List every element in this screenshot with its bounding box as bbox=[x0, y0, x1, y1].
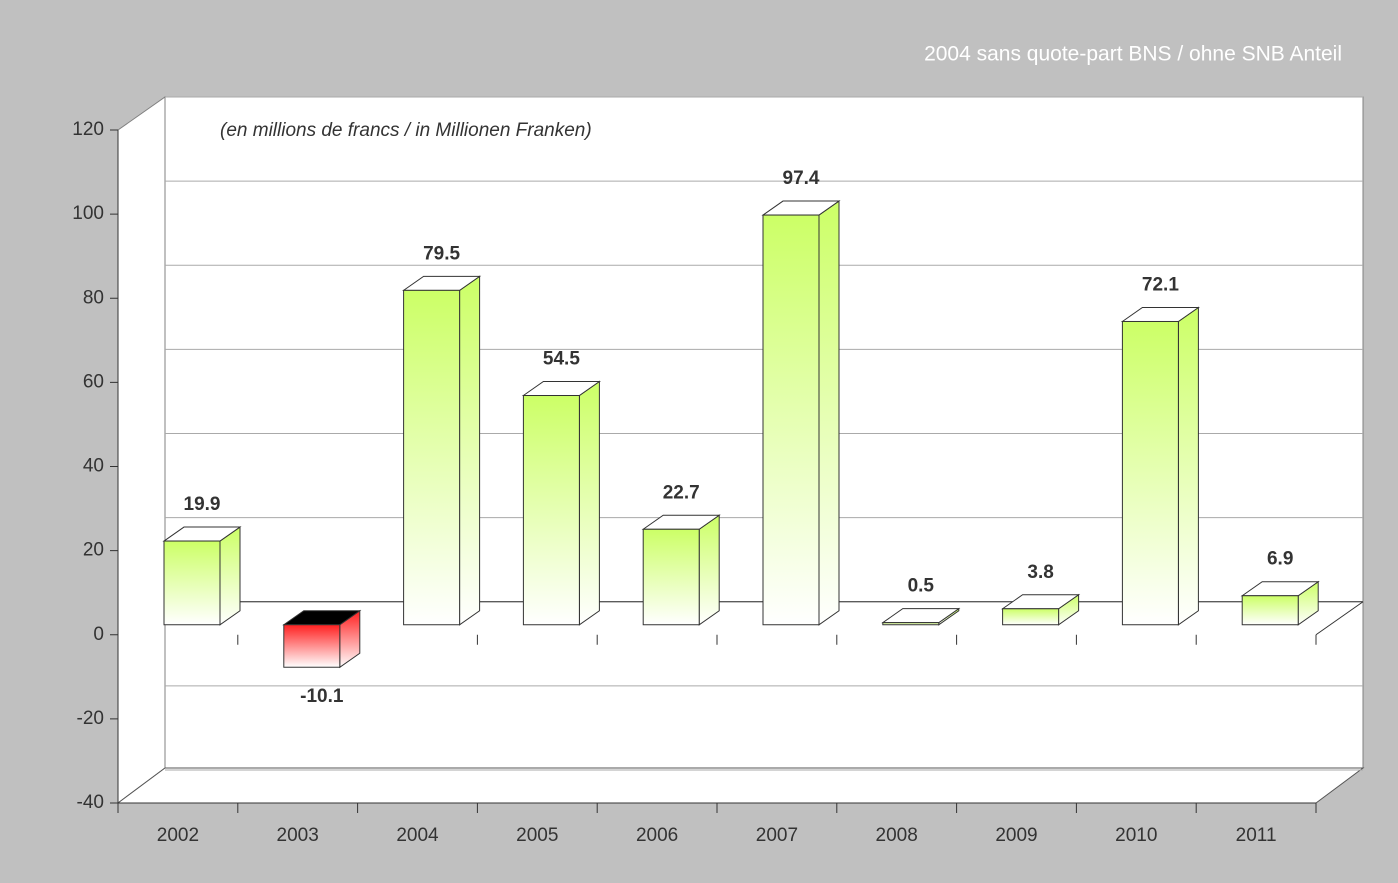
value-label: 3.8 bbox=[1027, 562, 1053, 583]
x-tick-label: 2008 bbox=[876, 825, 918, 846]
bar bbox=[1121, 320, 1179, 626]
value-label: 19.9 bbox=[184, 494, 221, 515]
x-tick-label: 2006 bbox=[636, 825, 678, 846]
chart-subtitle: (en millions de francs / in Millionen Fr… bbox=[220, 120, 592, 141]
bar-side bbox=[1177, 306, 1199, 626]
bar bbox=[762, 214, 820, 626]
x-tick-label: 2003 bbox=[277, 825, 319, 846]
value-label: 6.9 bbox=[1267, 549, 1293, 570]
x-tick-label: 2009 bbox=[995, 825, 1037, 846]
value-label: 97.4 bbox=[783, 168, 820, 189]
y-tick-label: 100 bbox=[72, 203, 104, 224]
y-tick-label: 20 bbox=[83, 540, 104, 561]
y-tick-label: 60 bbox=[83, 371, 104, 392]
value-label: 54.5 bbox=[543, 349, 580, 370]
bar bbox=[283, 624, 341, 668]
value-label: 0.5 bbox=[908, 576, 935, 597]
value-label: 79.5 bbox=[423, 243, 460, 264]
side-wall bbox=[117, 96, 166, 804]
floor bbox=[116, 767, 1365, 804]
y-tick-label: -20 bbox=[77, 708, 104, 729]
zero-side bbox=[1315, 601, 1364, 636]
x-tick-label: 2004 bbox=[396, 825, 439, 846]
y-tick-label: 80 bbox=[83, 287, 104, 308]
bar bbox=[163, 540, 221, 626]
bar bbox=[1002, 608, 1060, 626]
bar-side bbox=[818, 200, 840, 626]
x-tick-label: 2007 bbox=[756, 825, 798, 846]
x-tick-label: 2005 bbox=[516, 825, 558, 846]
value-label: -10.1 bbox=[300, 686, 344, 707]
x-tick-label: 2010 bbox=[1115, 825, 1157, 846]
chart-title: 2004 sans quote-part BNS / ohne SNB Ante… bbox=[924, 43, 1342, 66]
value-label: 72.1 bbox=[1142, 274, 1179, 295]
y-tick-label: 120 bbox=[72, 119, 104, 140]
value-label: 22.7 bbox=[663, 482, 700, 503]
x-tick-label: 2002 bbox=[157, 825, 199, 846]
bar-side bbox=[698, 514, 720, 626]
bar bbox=[522, 395, 580, 626]
bar bbox=[1241, 595, 1299, 626]
bar bbox=[642, 528, 700, 626]
y-tick-label: 40 bbox=[83, 456, 104, 477]
bar bbox=[882, 622, 940, 626]
bar-side bbox=[578, 380, 600, 626]
bar-side bbox=[219, 526, 241, 626]
bar bbox=[403, 289, 461, 626]
y-tick-label: 0 bbox=[93, 624, 104, 645]
y-tick-label: -40 bbox=[77, 792, 104, 813]
bar-side bbox=[459, 275, 481, 626]
x-tick-label: 2011 bbox=[1236, 825, 1277, 846]
